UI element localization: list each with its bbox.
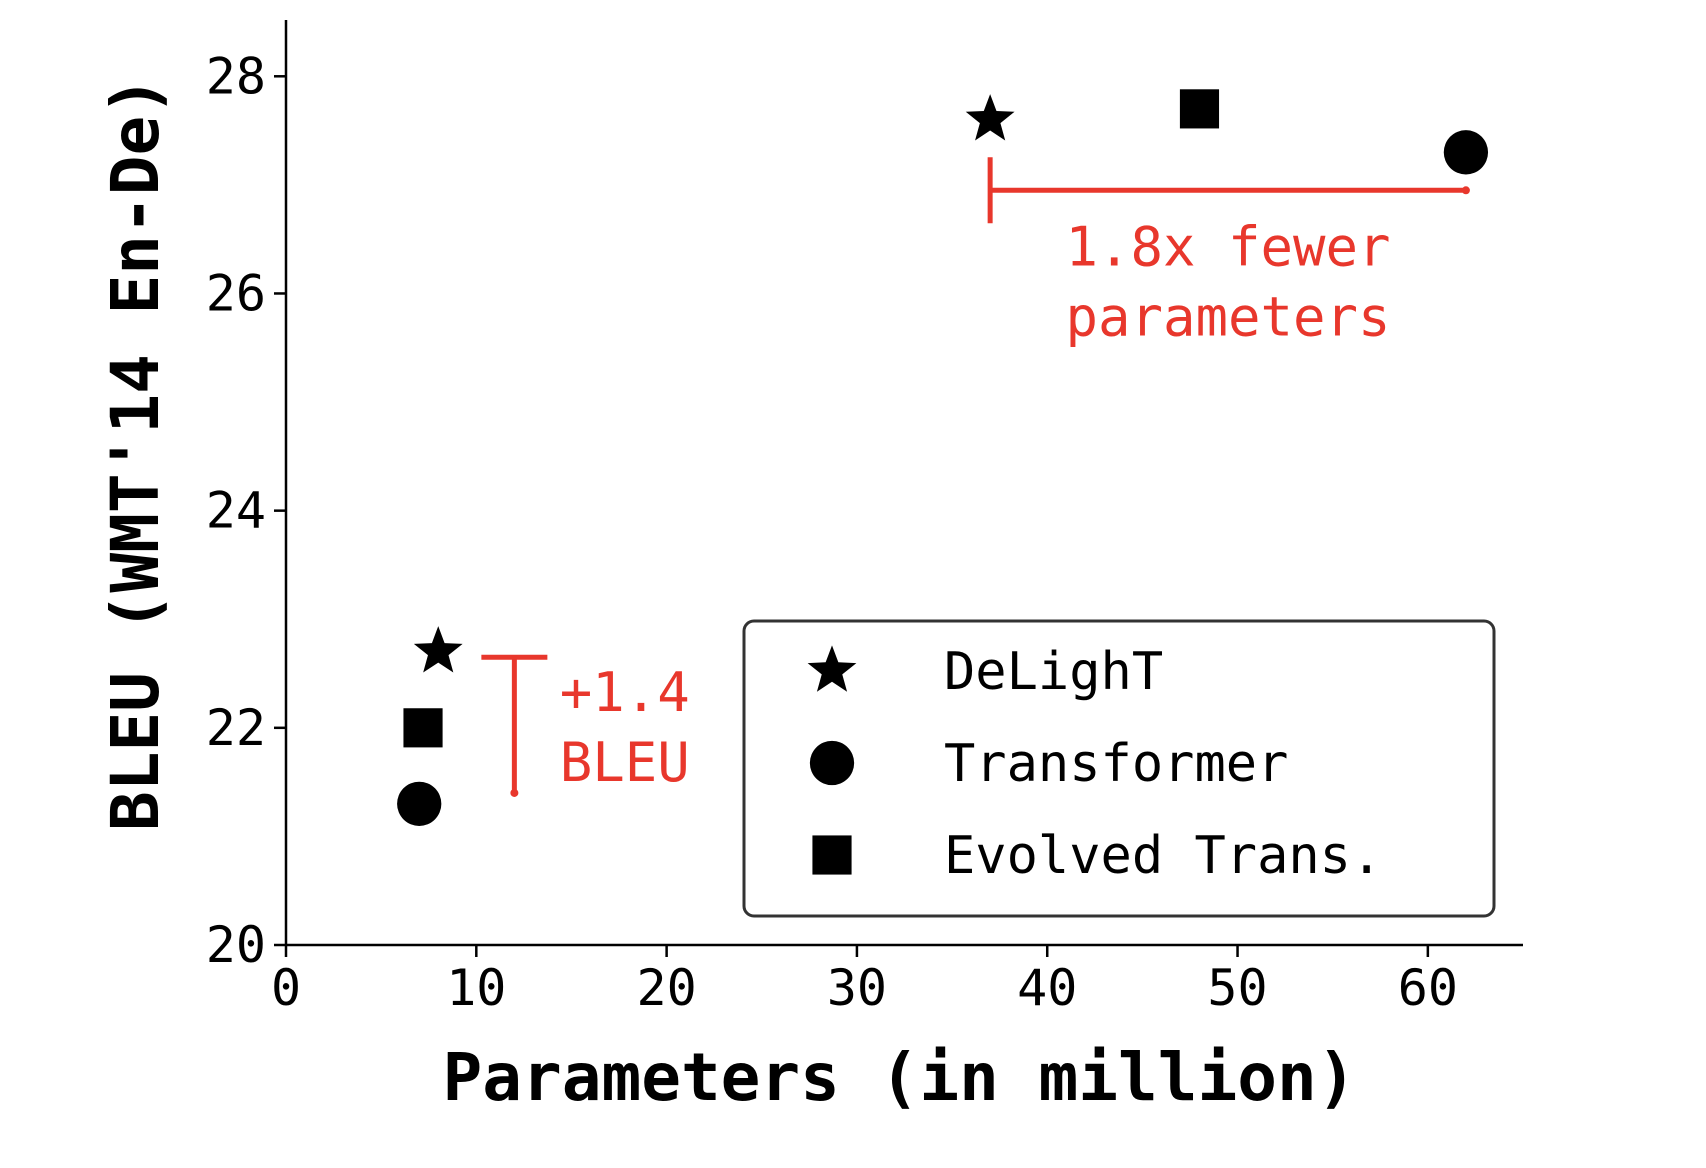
legend-marker-square	[812, 835, 852, 875]
y-tick-label: 20	[206, 916, 266, 974]
annotations: 1.8x fewer parameters +1.4 BLEU	[481, 157, 1470, 797]
x-tick-label: 40	[1017, 959, 1077, 1017]
x-tick-label: 30	[827, 959, 887, 1017]
x-tick-label: 50	[1207, 959, 1267, 1017]
annotation-text: 1.8x fewer	[1065, 216, 1390, 279]
x-tick-label: 0	[271, 959, 301, 1017]
data-point-circle	[1443, 130, 1489, 175]
x-axis-title: Parameters (in million)	[443, 1039, 1357, 1116]
x-ticks: 0 10 20 30 40 50 60	[271, 945, 1458, 1017]
y-tick-label: 26	[206, 264, 266, 322]
legend-label: DeLighT	[944, 642, 1163, 702]
legend-marker-star	[807, 645, 857, 692]
legend: DeLighT Transformer Evolved Trans.	[742, 619, 1496, 918]
y-axis-title: BLEU (WMT'14 En-De)	[97, 76, 174, 831]
x-tick-label: 60	[1398, 959, 1458, 1017]
axes: 0 10 20 30 40 50 60 20 22 24 26 28	[206, 20, 1523, 1017]
legend-frame	[742, 619, 1496, 918]
annotation-text: BLEU	[560, 731, 690, 794]
data-point-square	[1179, 89, 1220, 129]
x-tick-label: 20	[637, 959, 697, 1017]
annotation-text: +1.4	[560, 661, 690, 724]
data-points	[397, 89, 1489, 826]
data-point-circle	[397, 781, 442, 826]
legend-label: Transformer	[944, 734, 1288, 794]
annotation-text: parameters	[1065, 286, 1390, 349]
legend-marker-circle	[809, 740, 855, 786]
y-ticks: 20 22 24 26 28	[206, 47, 286, 974]
y-tick-label: 24	[206, 482, 266, 540]
data-point-square	[403, 708, 443, 748]
legend-label: Evolved Trans.	[944, 826, 1382, 886]
annotation-bracket-end	[510, 788, 519, 797]
y-tick-label: 28	[206, 47, 266, 105]
x-tick-label: 10	[446, 959, 506, 1017]
y-tick-label: 22	[206, 699, 266, 757]
data-point-star	[413, 626, 463, 673]
data-point-star	[965, 94, 1015, 141]
annotation-bracket-end	[1461, 186, 1470, 195]
